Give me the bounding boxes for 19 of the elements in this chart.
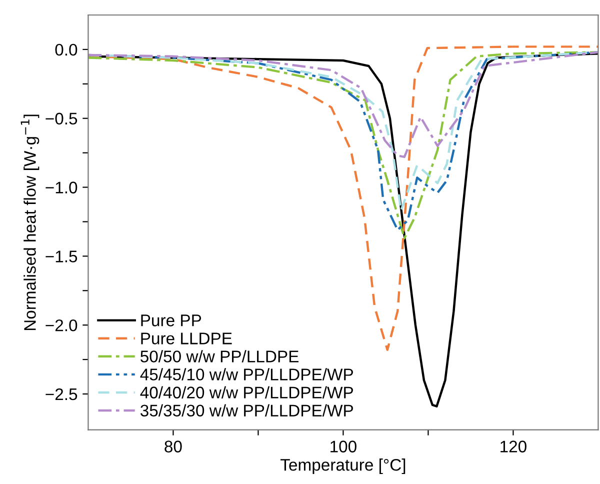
y-axis-title: Normalised heat flow [W·g$^{−1}$]: [20, 114, 40, 330]
legend-label: 50/50 w/w PP/LLDPE: [140, 350, 298, 362]
legend-label: 45/45/10 w/w PP/LLDPE/WP: [140, 368, 353, 380]
line-series: [88, 46, 598, 351]
legend-label: Pure LLDPE: [141, 332, 232, 344]
y-tick-label: −2.0: [46, 319, 78, 332]
y-tick-label: −1.5: [46, 250, 78, 262]
y-tick-label: −2.5: [46, 388, 78, 400]
y-tick-label: −0.5: [46, 112, 78, 125]
x-tick-label: 80: [164, 440, 182, 452]
y-tick-label: −1.0: [46, 182, 78, 194]
y-tick-label: 0.0: [55, 44, 78, 56]
legend-label: 40/40/20 w/w PP/LLDPE/WP: [140, 386, 353, 398]
line-series: [88, 51, 598, 158]
x-axis-title: Temperature [°C]: [280, 458, 406, 474]
x-tick-label: 100: [330, 440, 356, 452]
x-tick-label: 120: [500, 440, 526, 452]
legend-label: Pure PP: [141, 314, 202, 326]
legend-label: 35/35/30 w/w PP/LLDPE/WP: [140, 404, 353, 416]
